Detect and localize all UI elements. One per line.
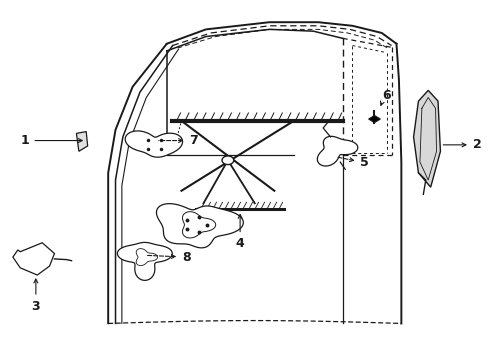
Text: 4: 4 (236, 215, 245, 250)
Polygon shape (318, 136, 358, 166)
Polygon shape (182, 212, 216, 238)
Text: 2: 2 (443, 138, 482, 151)
Text: 8: 8 (147, 251, 191, 264)
Circle shape (222, 156, 234, 165)
Text: 7: 7 (159, 134, 198, 147)
Polygon shape (136, 249, 158, 266)
Text: 5: 5 (338, 156, 369, 169)
Polygon shape (368, 116, 380, 123)
Polygon shape (118, 242, 172, 280)
Text: 3: 3 (31, 279, 40, 313)
Polygon shape (125, 131, 183, 157)
Polygon shape (13, 243, 54, 275)
Polygon shape (76, 132, 88, 151)
Polygon shape (156, 204, 244, 248)
Text: 1: 1 (21, 134, 82, 147)
Polygon shape (414, 90, 441, 187)
Text: 6: 6 (382, 89, 391, 102)
